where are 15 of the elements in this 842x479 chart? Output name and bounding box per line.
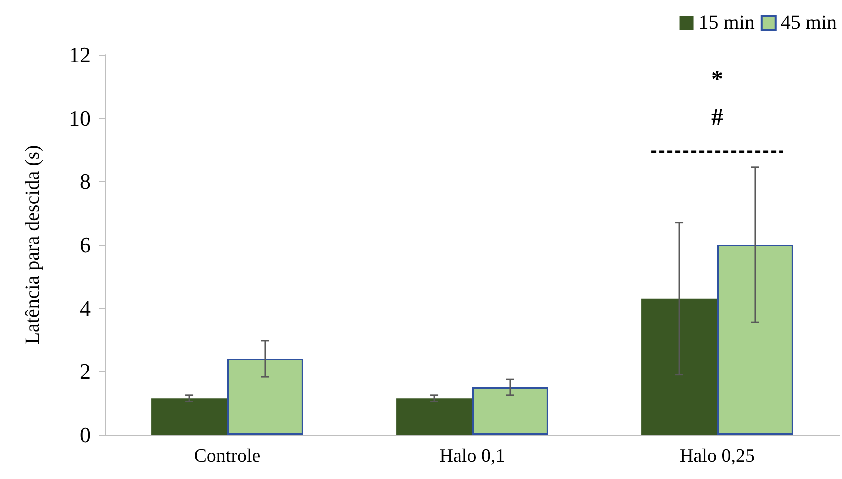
x-tick-label: Controle [194, 446, 261, 467]
y-tick-label: 12 [69, 42, 91, 68]
legend-label: 45 min [780, 12, 838, 34]
legend-label: 15 min [698, 12, 755, 34]
y-axis-title: Latência para descida (s) [22, 145, 44, 345]
y-tick-label: 2 [80, 359, 91, 384]
y-tick-label: 0 [80, 422, 91, 448]
y-tick-label: 10 [69, 106, 91, 131]
annotation: # [712, 105, 724, 131]
y-tick-label: 6 [80, 232, 91, 258]
x-tick-label: Halo 0,25 [680, 446, 755, 467]
x-tick-label: Halo 0,1 [440, 446, 506, 467]
y-tick-label: 4 [80, 296, 91, 321]
annotation: * [712, 67, 724, 93]
y-tick-label: 8 [80, 169, 91, 194]
